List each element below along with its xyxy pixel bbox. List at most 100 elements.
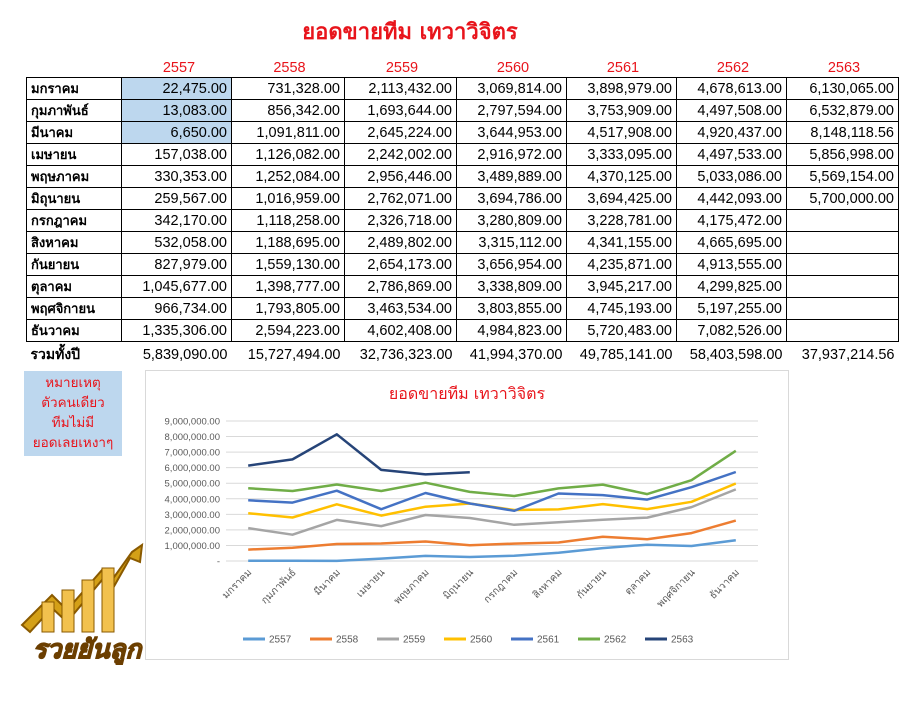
month-label: กันยายน — [26, 253, 122, 276]
table-cell: 4,517,908.00 — [566, 121, 677, 144]
table-cell: 5,720,483.00 — [566, 319, 677, 342]
x-tick-label: กุมภาพันธ์ — [259, 567, 299, 607]
x-tick-label: พฤศจิกายน — [655, 567, 698, 610]
month-label: กุมภาพันธ์ — [26, 99, 122, 122]
x-tick-label: มีนาคม — [312, 567, 343, 598]
legend-label: 2557 — [269, 635, 292, 646]
year-header: 2562 — [716, 60, 750, 76]
table-cell: 5,033,086.00 — [676, 165, 787, 188]
table-row: พฤศจิกายน 966,734.00 1,793,805.00 3,463,534… — [26, 297, 899, 320]
month-label: มีนาคม — [26, 121, 122, 144]
table-cell: 6,650.00 — [121, 121, 232, 144]
table-cell: 2,113,432.00 — [344, 77, 457, 100]
table-cell: 1,693,644.00 — [344, 99, 457, 122]
table-cell: 5,700,000.00 — [786, 187, 899, 210]
table-cell: 4,299,825.00 — [676, 275, 787, 298]
table-cell: 4,678,613.00 — [676, 77, 787, 100]
table-cell: 3,694,425.00 — [566, 187, 677, 210]
y-tick-label: 4,000,000.00 — [165, 494, 220, 505]
table-cell: 2,326,718.00 — [344, 209, 457, 232]
y-tick-label: 1,000,000.00 — [165, 541, 220, 552]
table-cell: 22,475.00 — [121, 77, 232, 100]
legend-label: 2560 — [470, 635, 493, 646]
table-cell: 4,175,472.00 — [676, 209, 787, 232]
year-header: 2557 — [162, 60, 196, 76]
table-cell: 7,082,526.00 — [676, 319, 787, 342]
table-cell: 1,793,805.00 — [231, 297, 345, 320]
y-tick-label: 3,000,000.00 — [165, 510, 220, 521]
x-tick-label: ธันวาคม — [708, 567, 742, 601]
year-header: 2560 — [496, 60, 530, 76]
series-line-2559 — [248, 488, 737, 536]
legend-label: 2559 — [403, 635, 426, 646]
y-tick-label: 8,000,000.00 — [165, 432, 220, 443]
y-tick-label: 2,000,000.00 — [165, 525, 220, 536]
table-row: พฤษภาคม 330,353.00 1,252,084.00 2,956,446.0… — [26, 165, 899, 188]
note-line: ตัวคนเดียว — [41, 395, 105, 411]
table-cell: 1,188,695.00 — [231, 231, 345, 254]
month-label: ตุลาคม — [26, 275, 122, 298]
table-cell: 342,170.00 — [121, 209, 232, 232]
table-cell: 3,489,889.00 — [456, 165, 567, 188]
table-cell: 4,984,823.00 — [456, 319, 567, 342]
table-cell: 6,532,879.00 — [786, 99, 899, 122]
series-line-2558 — [248, 519, 737, 551]
total-cell: 37,937,214.56 — [801, 347, 895, 363]
y-tick-label: 9,000,000.00 — [165, 417, 220, 428]
total-cell: 5,839,090.00 — [142, 347, 228, 363]
note-line: ทีมไม่มี — [51, 415, 95, 431]
table-cell: 3,694,786.00 — [456, 187, 567, 210]
table-cell: 5,856,998.00 — [786, 143, 899, 166]
table-cell: 157,038.00 — [121, 143, 232, 166]
table-cell: 2,645,224.00 — [344, 121, 457, 144]
table-cell: 4,235,871.00 — [566, 253, 677, 276]
total-label: รวมทั้งปี — [30, 347, 81, 363]
table-cell: 3,656,954.00 — [456, 253, 567, 276]
table-cell: 1,118,258.00 — [231, 209, 345, 232]
table-cell: 3,333,095.00 — [566, 143, 677, 166]
table-cell: 2,762,071.00 — [344, 187, 457, 210]
x-tick-label: สิงหาคม — [531, 567, 565, 601]
table-row: มีนาคม 6,650.00 1,091,811.00 2,645,224.00 3,… — [26, 121, 899, 144]
table-cell: 3,945,217.00 — [566, 275, 677, 298]
table-cell: 3,315,112.00 — [456, 231, 567, 254]
table-cell: 4,920,437.00 — [676, 121, 787, 144]
table-cell — [786, 253, 899, 276]
table-cell: 3,644,953.00 — [456, 121, 567, 144]
chart-title: ยอดขายทีม เทวาวิจิตร — [389, 384, 546, 403]
table-cell: 3,753,909.00 — [566, 99, 677, 122]
table-cell: 827,979.00 — [121, 253, 232, 276]
note-box: หมายเหตุ ตัวคนเดียว ทีมไม่มี ยอดเลยเหงาๆ — [24, 371, 122, 456]
table-cell: 5,569,154.00 — [786, 165, 899, 188]
table-row: กรกฎาคม 342,170.00 1,118,258.00 2,326,718.0… — [26, 209, 899, 232]
table-cell: 4,602,408.00 — [344, 319, 457, 342]
table-cell: 5,197,255.00 — [676, 297, 787, 320]
table-cell: 2,916,972.00 — [456, 143, 567, 166]
table-row: กันยายน 827,979.00 1,559,130.00 2,654,173.0… — [26, 253, 899, 276]
page-title: ยอดขายทีม เทวาวิจิตร — [302, 20, 518, 45]
table-cell: 1,252,084.00 — [231, 165, 345, 188]
line-chart: ยอดขายทีม เทวาวิจิตร - 1,000,000.00 2,000,0… — [145, 370, 789, 660]
series-line-2563 — [248, 433, 470, 476]
table-cell — [786, 275, 899, 298]
table-cell: 13,083.00 — [121, 99, 232, 122]
note-line: หมายเหตุ — [45, 375, 101, 391]
table-cell: 259,567.00 — [121, 187, 232, 210]
table-cell — [786, 209, 899, 232]
total-cell: 32,736,323.00 — [359, 347, 453, 363]
table-cell: 1,335,306.00 — [121, 319, 232, 342]
table-row: มิถุนายน 259,567.00 1,016,959.00 2,762,071.… — [26, 187, 899, 210]
table-cell: 3,228,781.00 — [566, 209, 677, 232]
x-tick-label: พฤษภาคม — [392, 567, 431, 606]
table-cell: 4,370,125.00 — [566, 165, 677, 188]
year-header: 2561 — [606, 60, 640, 76]
table-cell: 4,497,533.00 — [676, 143, 787, 166]
y-tick-label: - — [217, 557, 220, 568]
y-tick-label: 5,000,000.00 — [165, 479, 220, 490]
table-cell: 532,058.00 — [121, 231, 232, 254]
table-cell — [786, 297, 899, 320]
table-cell: 1,045,677.00 — [121, 275, 232, 298]
table-cell: 1,126,082.00 — [231, 143, 345, 166]
table-cell: 1,091,811.00 — [231, 121, 345, 144]
legend-label: 2562 — [604, 635, 627, 646]
